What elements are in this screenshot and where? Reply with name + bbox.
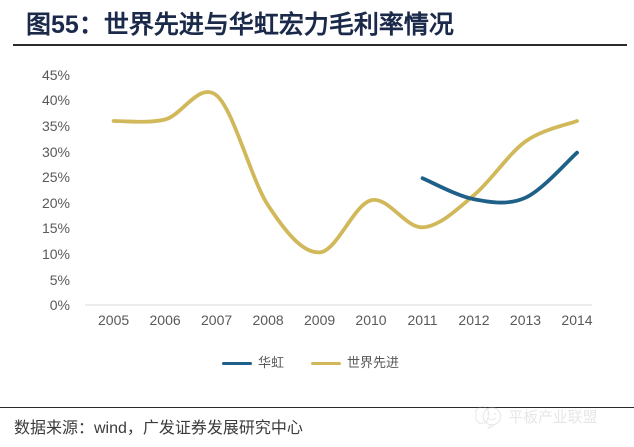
svg-text:平板产业联盟: 平板产业联盟 [508,408,597,426]
